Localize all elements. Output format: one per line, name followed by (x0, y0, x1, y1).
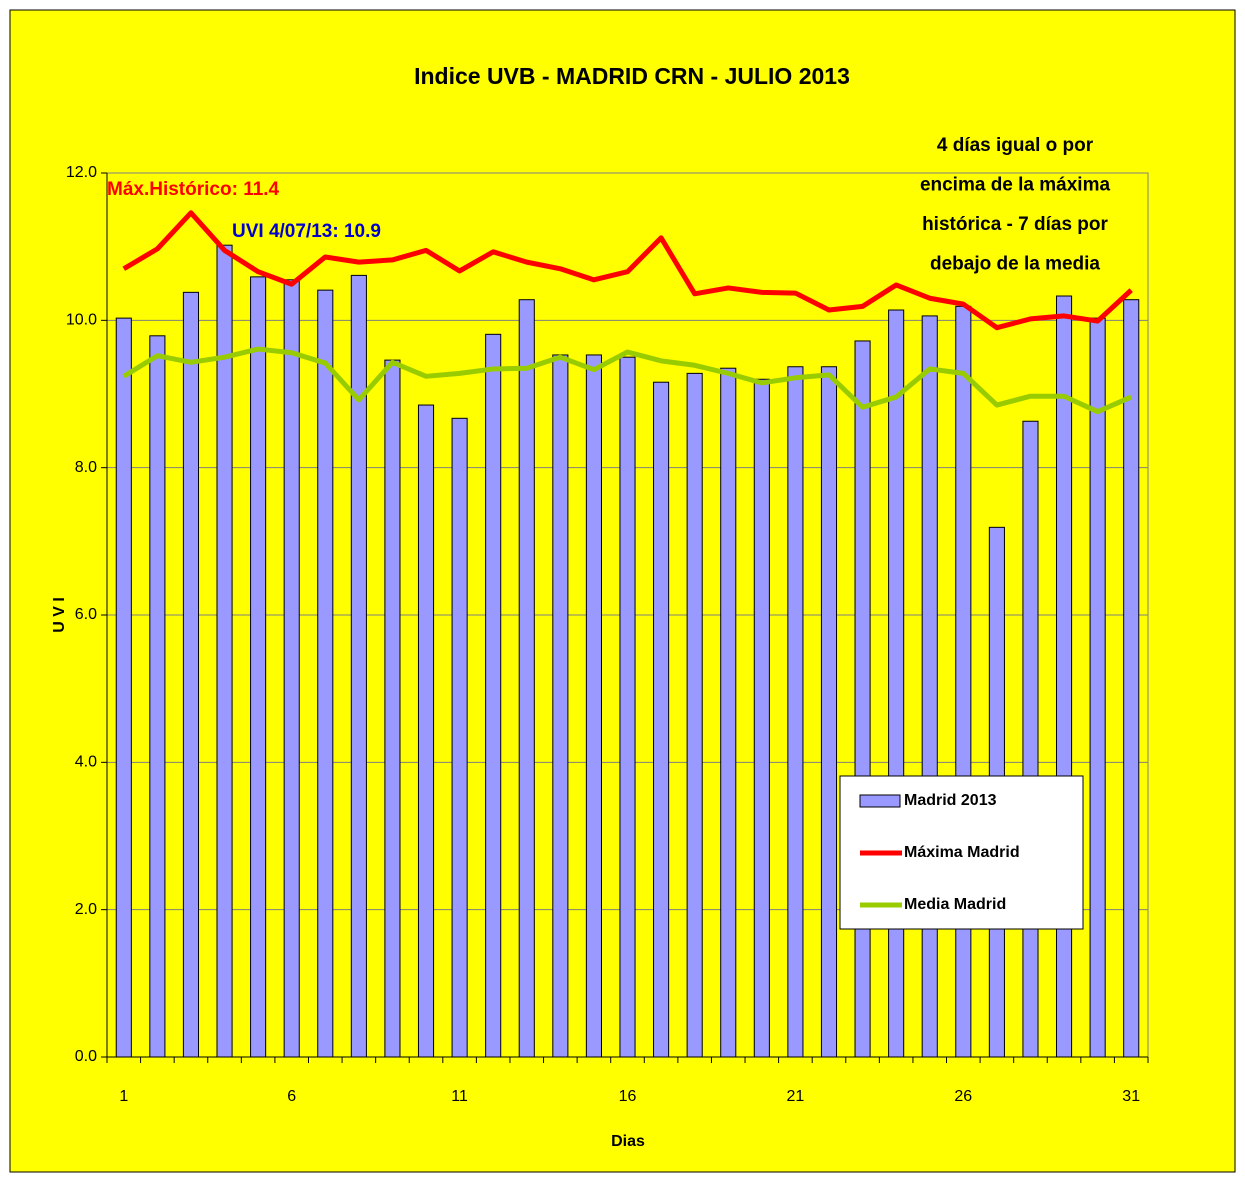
bar (1123, 299, 1140, 1058)
x-tick-label: 16 (619, 1088, 637, 1105)
x-axis-label: Dias (611, 1133, 645, 1150)
bar (955, 305, 972, 1058)
line (122, 210, 1133, 331)
annotations: Máx.Histórico: 11.4 UVI 4/07/13: 10.9 4 dí… (107, 135, 1110, 275)
annotation: 4 días igual o por (937, 135, 1094, 156)
y-tick-label: 10.0 (66, 312, 97, 329)
bar (720, 367, 737, 1058)
x-tick-label: 26 (954, 1088, 972, 1105)
bar (216, 244, 233, 1058)
line (122, 346, 1133, 415)
y-axis-label: U V I (51, 597, 68, 633)
bar (921, 315, 938, 1058)
bar (653, 381, 670, 1058)
bar (888, 309, 905, 1058)
bar (1055, 295, 1073, 1058)
legend-label: Máxima Madrid (904, 844, 1020, 861)
annotation: histórica - 7 días por (922, 214, 1108, 235)
x-tick-label: 31 (1122, 1088, 1140, 1105)
bar (485, 333, 502, 1058)
bar (350, 274, 367, 1058)
y-tick-label: 12.0 (66, 164, 97, 181)
bars (115, 244, 1140, 1058)
bar (518, 299, 535, 1058)
bar (250, 276, 267, 1058)
bar (820, 366, 838, 1058)
x-tick-label: 1 (119, 1088, 128, 1105)
y-tick-label: 2.0 (75, 901, 97, 918)
annotation: encima de la máxima (920, 175, 1111, 196)
bar (1089, 317, 1106, 1058)
bar (115, 317, 132, 1058)
legend: Madrid 2013 Máxima Madrid Media Madrid (839, 775, 1084, 930)
bar (686, 372, 703, 1058)
bar (753, 378, 770, 1058)
bar (149, 335, 166, 1058)
x-tick-label: 6 (287, 1088, 296, 1105)
bar (585, 354, 602, 1058)
annotation: UVI 4/07/13: 10.9 (232, 221, 381, 242)
y-tick-label: 8.0 (75, 459, 97, 476)
x-tick-label: 21 (787, 1088, 805, 1105)
legend-swatch (859, 794, 901, 808)
bar (283, 279, 300, 1058)
bar (384, 359, 401, 1058)
bar (787, 366, 804, 1058)
y-tick-label: 4.0 (75, 754, 97, 771)
bar (552, 354, 569, 1058)
legend-label: Media Madrid (904, 896, 1006, 913)
legend-label: Madrid 2013 (904, 792, 997, 809)
annotation: debajo de la media (930, 254, 1100, 275)
y-tick-label: 0.0 (75, 1048, 97, 1065)
bar (854, 340, 871, 1058)
bar (182, 291, 200, 1058)
chart-title: Indice UVB - MADRID CRN - JULIO 2013 (414, 63, 850, 89)
x-tick-label: 11 (451, 1088, 468, 1105)
annotation: Máx.Histórico: 11.4 (107, 179, 280, 200)
bar (317, 289, 334, 1058)
bar (619, 356, 636, 1058)
lines (122, 210, 1133, 415)
bar (451, 417, 468, 1058)
bar (1022, 420, 1039, 1058)
y-tick-label: 6.0 (75, 606, 97, 623)
bar (417, 404, 435, 1058)
